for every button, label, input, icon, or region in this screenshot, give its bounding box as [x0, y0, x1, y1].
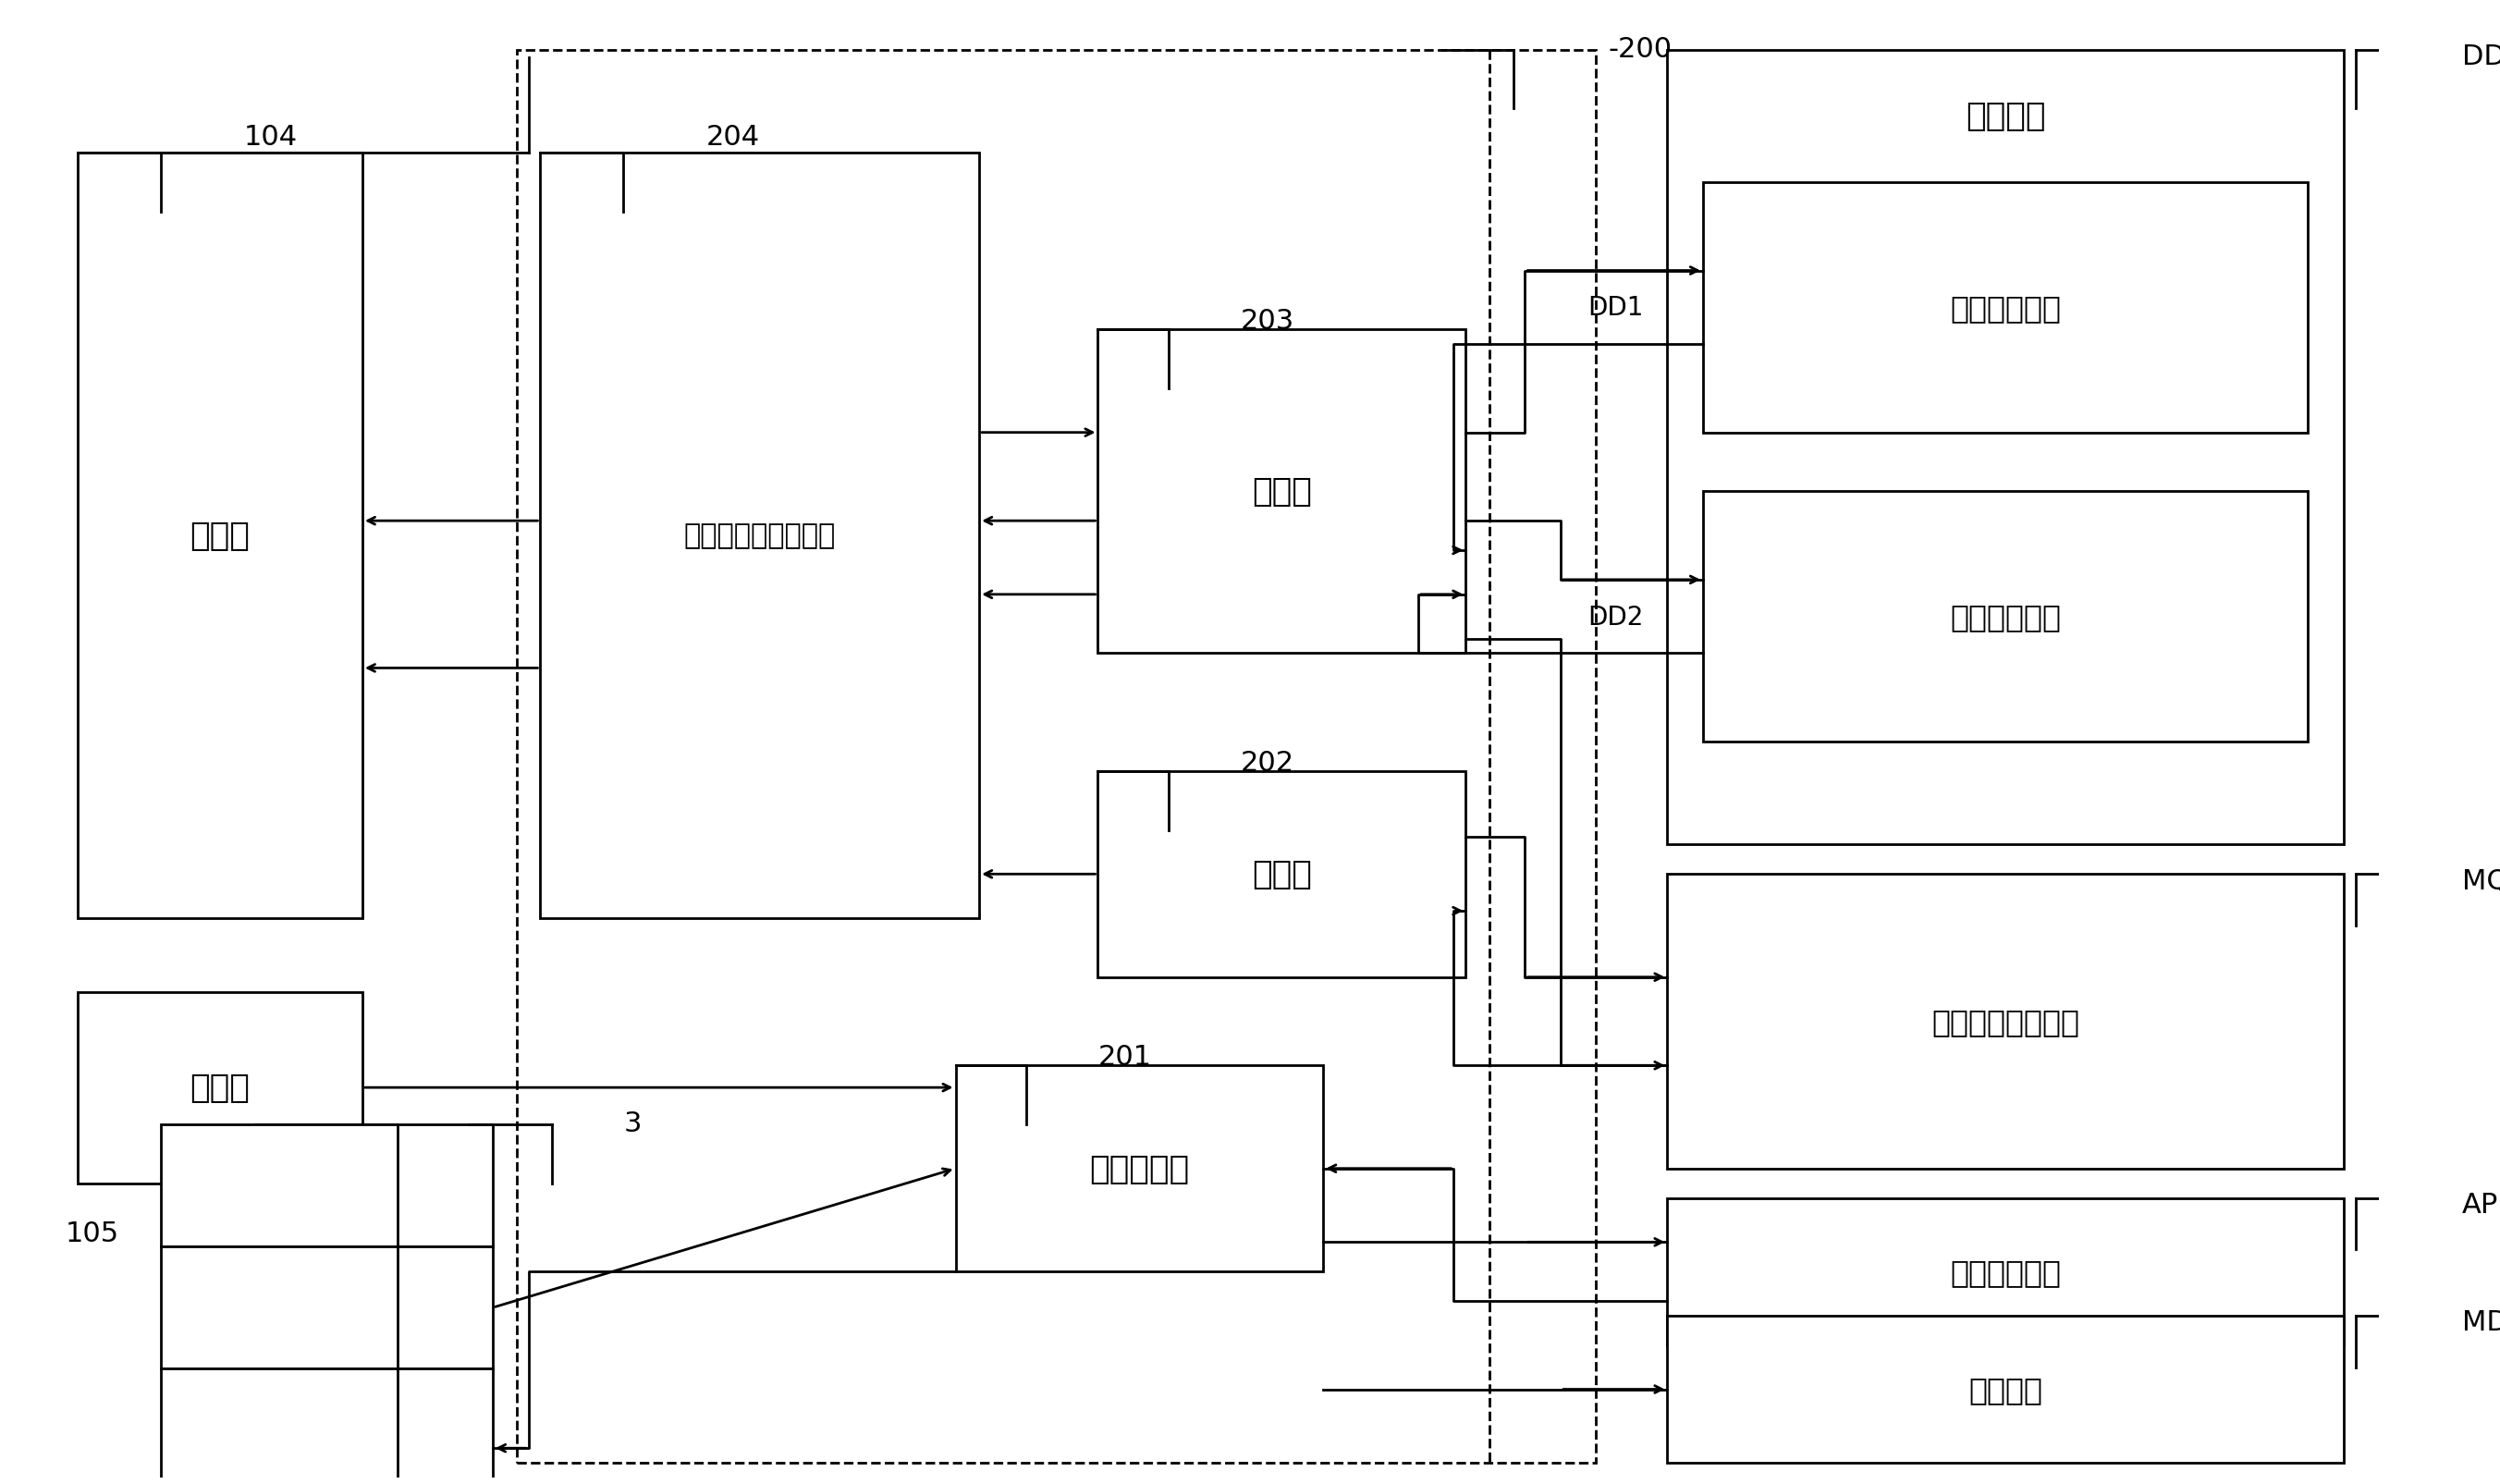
Text: -200: -200 [1608, 36, 1672, 62]
Bar [255, 1368, 493, 1484]
Text: 分布数据: 分布数据 [1965, 101, 2045, 132]
Bar [255, 1247, 493, 1368]
Bar [1668, 1316, 2342, 1463]
Bar [160, 1368, 398, 1484]
Text: MD: MD [2462, 1309, 2500, 1336]
Text: 3: 3 [622, 1110, 643, 1137]
Bar [540, 153, 980, 919]
Text: 分析条件数据: 分析条件数据 [1950, 1257, 2060, 1287]
Text: DD1: DD1 [1588, 295, 1642, 321]
Bar [78, 153, 362, 919]
Text: 操作部: 操作部 [190, 1071, 250, 1104]
Text: 分析管理部: 分析管理部 [1090, 1153, 1190, 1184]
Text: 第二分布数据: 第二分布数据 [1950, 601, 2060, 632]
Bar [1668, 874, 2342, 1168]
Text: 推定部: 推定部 [1252, 476, 1312, 508]
Text: 算出部: 算出部 [1252, 859, 1312, 890]
Bar [1668, 50, 2342, 844]
Text: DD: DD [2462, 43, 2500, 70]
Bar [518, 50, 1595, 1463]
Text: 104: 104 [242, 125, 298, 151]
Bar [1098, 772, 1465, 978]
Bar [1703, 491, 2308, 742]
Text: 201: 201 [1098, 1043, 1152, 1070]
Bar [1098, 329, 1465, 654]
Text: 105: 105 [65, 1220, 120, 1247]
Text: 分析支援信息输出部: 分析支援信息输出部 [685, 522, 835, 549]
Text: 显示器: 显示器 [190, 521, 250, 552]
Bar [160, 1125, 398, 1247]
Text: MQ: MQ [2462, 867, 2500, 893]
Bar [1668, 1198, 2342, 1345]
Text: 203: 203 [1240, 309, 1295, 335]
Text: 测定品质指标数据: 测定品质指标数据 [1932, 1006, 2080, 1037]
Text: 第一分布数据: 第一分布数据 [1950, 292, 2060, 324]
Text: 测定数据: 测定数据 [1968, 1374, 2043, 1404]
Bar [78, 993, 362, 1183]
Bar [1703, 183, 2308, 433]
Bar [955, 1066, 1323, 1272]
Text: DD2: DD2 [1588, 604, 1642, 629]
Text: AP: AP [2462, 1190, 2498, 1217]
Bar [160, 1247, 398, 1368]
Text: 202: 202 [1240, 749, 1295, 776]
Bar [255, 1125, 493, 1247]
Text: 204: 204 [708, 125, 760, 151]
